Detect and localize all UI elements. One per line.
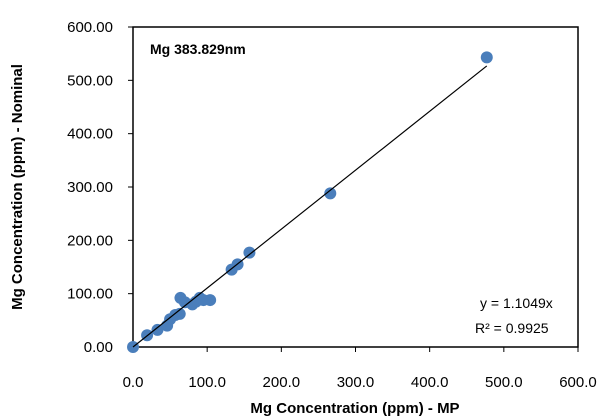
plot-label: Mg 383.829nm: [150, 41, 246, 57]
y-tick-label: 300.00: [67, 179, 113, 196]
trendline: [132, 65, 488, 348]
x-tick-label: 600.0: [559, 374, 597, 391]
trendline-equation: y = 1.1049x: [480, 295, 553, 311]
y-tick-label: 600.00: [67, 19, 113, 36]
data-points: [127, 51, 493, 353]
x-tick-label: 300.0: [337, 374, 375, 391]
x-axis-ticks: 0.0 100.0 200.0 300.0 400.0 500.0 600.0: [123, 347, 597, 391]
y-tick-label: 0.00: [84, 339, 113, 356]
y-axis-title: Mg Concentration (ppm) - Nominal: [9, 64, 26, 310]
r-squared-label: R² = 0.9925: [475, 320, 549, 336]
y-axis-ticks: 0.00 100.00 200.00 300.00 400.00 500.00 600.00: [67, 19, 133, 356]
y-tick-label: 400.00: [67, 126, 113, 143]
x-axis-title: Mg Concentration (ppm) - MP: [250, 400, 459, 417]
plot-area: [132, 26, 579, 348]
data-point: [243, 246, 256, 259]
y-tick-label: 500.00: [67, 72, 113, 89]
data-point: [173, 307, 186, 320]
data-point: [204, 294, 217, 307]
y-tick-label: 100.00: [67, 286, 113, 303]
x-tick-label: 500.0: [485, 374, 523, 391]
x-tick-label: 200.0: [263, 374, 301, 391]
data-point: [480, 51, 493, 64]
x-tick-label: 0.0: [123, 374, 144, 391]
data-point: [151, 323, 164, 336]
data-point: [324, 187, 337, 200]
x-tick-label: 400.0: [411, 374, 449, 391]
y-tick-label: 200.00: [67, 232, 113, 249]
x-tick-label: 100.0: [188, 374, 226, 391]
